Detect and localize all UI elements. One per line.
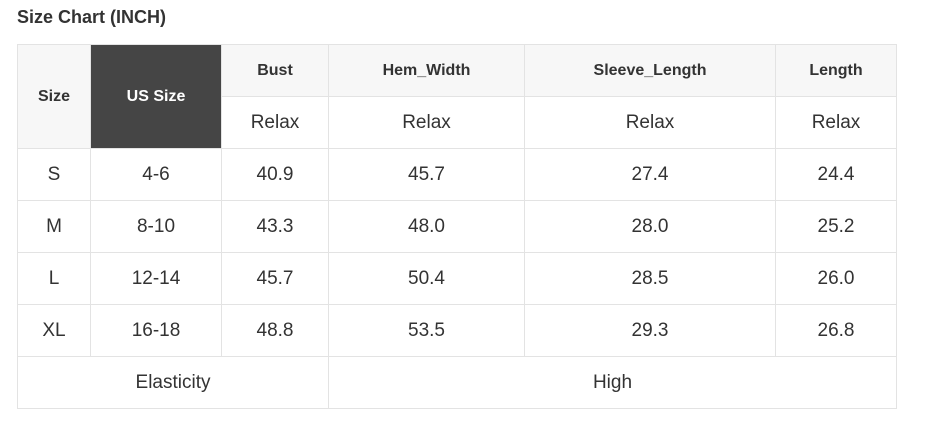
table-row: L 12-14 45.7 50.4 28.5 26.0: [17, 252, 897, 305]
value-cell: 45.7: [221, 252, 329, 305]
value-cell: 29.3: [524, 304, 776, 357]
header-size: Size: [17, 44, 91, 149]
header-length: Length: [775, 44, 897, 97]
value-cell: 26.8: [775, 304, 897, 357]
header-row: Size US Size Bust Hem_Width Sleeve_Lengt…: [17, 44, 897, 149]
value-cell: 45.7: [328, 148, 525, 201]
size-cell: S: [17, 148, 91, 201]
value-cell: 28.0: [524, 200, 776, 253]
size-chart-table: Size US Size Bust Hem_Width Sleeve_Lengt…: [17, 44, 897, 409]
value-cell: 28.5: [524, 252, 776, 305]
us-size-cell: 8-10: [90, 200, 222, 253]
header-bust: Bust: [221, 44, 329, 97]
us-size-cell: 4-6: [90, 148, 222, 201]
value-cell: 27.4: [524, 148, 776, 201]
value-cell: 40.9: [221, 148, 329, 201]
header-hem-width: Hem_Width: [328, 44, 525, 97]
table-row: XL 16-18 48.8 53.5 29.3 26.8: [17, 304, 897, 357]
value-cell: 50.4: [328, 252, 525, 305]
elasticity-row: Elasticity High: [17, 356, 897, 409]
value-cell: 48.8: [221, 304, 329, 357]
subheader-cell: Relax: [328, 96, 525, 149]
size-cell: L: [17, 252, 91, 305]
value-cell: 53.5: [328, 304, 525, 357]
size-cell: XL: [17, 304, 91, 357]
size-cell: M: [17, 200, 91, 253]
page-title: Size Chart (INCH): [17, 7, 167, 27]
value-cell: 43.3: [221, 200, 329, 253]
elasticity-value: High: [328, 356, 897, 409]
header-sleeve-length: Sleeve_Length: [524, 44, 776, 97]
table-row: M 8-10 43.3 48.0 28.0 25.2: [17, 200, 897, 253]
subheader-cell: Relax: [775, 96, 897, 149]
us-size-cell: 16-18: [90, 304, 222, 357]
table-row: S 4-6 40.9 45.7 27.4 24.4: [17, 148, 897, 201]
value-cell: 25.2: [775, 200, 897, 253]
us-size-cell: 12-14: [90, 252, 222, 305]
subheader-cell: Relax: [221, 96, 329, 149]
header-us-size: US Size: [90, 44, 222, 149]
subheader-row: Relax Relax Relax Relax: [18, 96, 897, 149]
value-cell: 48.0: [328, 200, 525, 253]
value-cell: 26.0: [775, 252, 897, 305]
subheader-cell: Relax: [524, 96, 776, 149]
elasticity-label: Elasticity: [17, 356, 329, 409]
value-cell: 24.4: [775, 148, 897, 201]
